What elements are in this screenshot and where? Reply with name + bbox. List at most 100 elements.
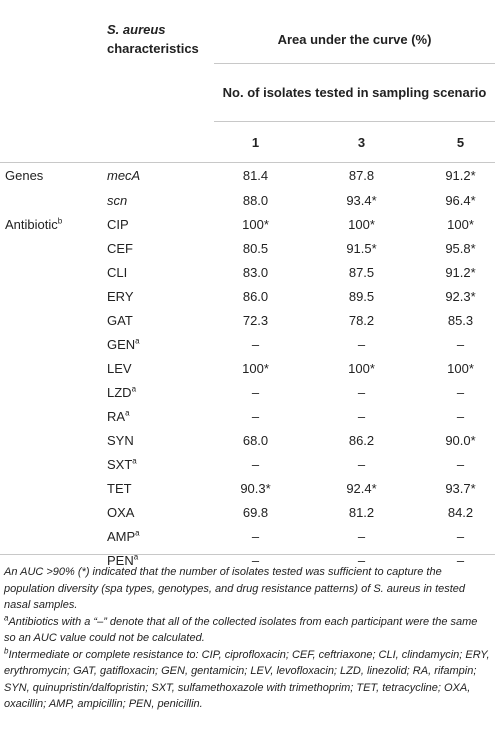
row-label: OXA xyxy=(107,500,214,524)
row-label: CIP xyxy=(107,212,214,236)
organism-name: S. aureus xyxy=(107,21,166,37)
value-scenario-3-text: – xyxy=(357,528,366,544)
value-scenario-3-text: – xyxy=(357,552,366,568)
row-group xyxy=(0,356,107,380)
footnote-main: An AUC >90% (*) indicated that the numbe… xyxy=(4,566,466,611)
value-scenario-5-text: – xyxy=(456,384,465,400)
value-scenario-3-text: 86.2 xyxy=(348,432,375,448)
value-scenario-3: – xyxy=(297,524,426,548)
value-scenario-1-text: 100* xyxy=(242,216,269,232)
value-scenario-3-text: 81.2 xyxy=(348,504,375,520)
row-label: CEF xyxy=(107,236,214,260)
row-group xyxy=(0,500,107,524)
value-scenario-1: – xyxy=(214,404,297,428)
value-scenario-1-text: 80.5 xyxy=(242,240,269,256)
value-scenario-3-text: 93.4* xyxy=(346,192,377,208)
row-label: ERY xyxy=(107,284,214,308)
value-scenario-5: 90.0* xyxy=(426,428,495,452)
row-label: LZDa xyxy=(107,380,214,404)
value-scenario-1: 86.0 xyxy=(214,284,297,308)
value-scenario-5-text: 93.7* xyxy=(445,480,476,496)
row-group xyxy=(0,308,107,332)
value-scenario-3: 89.5 xyxy=(297,284,426,308)
value-scenario-1: 90.3* xyxy=(214,476,297,500)
value-scenario-1-text: 81.4 xyxy=(242,168,269,183)
footnote-a-text: Antibiotics with a “–” denote that all o… xyxy=(4,615,478,645)
row-group xyxy=(0,404,107,428)
value-scenario-1-text: 88.0 xyxy=(242,192,269,208)
value-scenario-3: 91.5* xyxy=(297,236,426,260)
value-scenario-3: 100* xyxy=(297,212,426,236)
row-label: GENa xyxy=(107,332,214,356)
footnote-b: bIntermediate or complete resistance to:… xyxy=(4,646,490,713)
value-scenario-5: 91.2* xyxy=(426,162,495,188)
value-scenario-1-text: 68.0 xyxy=(242,432,269,448)
value-scenario-5-text: 100* xyxy=(447,360,474,376)
col-header-3: 3 xyxy=(297,121,426,163)
value-scenario-3: 81.2 xyxy=(297,500,426,524)
value-scenario-1-text: – xyxy=(251,336,260,352)
row-label: SYN xyxy=(107,428,214,452)
row-label: mecA xyxy=(107,162,214,188)
footnote-marker: b xyxy=(57,216,63,226)
table-row: GENa – – – xyxy=(0,332,495,356)
row-label-text: mecA xyxy=(107,168,141,183)
value-scenario-3: 87.8 xyxy=(297,162,426,188)
header-blank xyxy=(0,64,214,122)
value-scenario-5-text: – xyxy=(456,336,465,352)
value-scenario-1-text: – xyxy=(251,384,260,400)
table-row: LEV 100* 100* 100* xyxy=(0,356,495,380)
value-scenario-5-text: 85.3 xyxy=(447,312,474,328)
table-row: Antibioticb CIP 100* 100* 100* xyxy=(0,212,495,236)
row-label-text: AMP xyxy=(107,528,136,544)
row-group xyxy=(0,476,107,500)
value-scenario-5-text: 92.3* xyxy=(445,288,476,304)
table-row: CLI 83.0 87.5 91.2* xyxy=(0,260,495,284)
table-row: AMPa – – – xyxy=(0,524,495,548)
value-scenario-3-text: 89.5 xyxy=(348,288,375,304)
row-group xyxy=(0,428,107,452)
footnote-marker: a xyxy=(133,552,139,562)
value-scenario-3-text: 91.5* xyxy=(346,240,377,256)
characteristics-label: characteristics xyxy=(107,40,199,56)
value-scenario-5: 93.7* xyxy=(426,476,495,500)
row-group: Antibioticb xyxy=(0,212,107,236)
table-row: PENa – – – xyxy=(0,548,495,572)
row-label: AMPa xyxy=(107,524,214,548)
value-scenario-1: 68.0 xyxy=(214,428,297,452)
auc-table: S. aureus characteristics Area under the … xyxy=(0,0,495,572)
value-scenario-5-text: 100* xyxy=(447,216,474,232)
value-scenario-5: – xyxy=(426,452,495,476)
value-scenario-5: 91.2* xyxy=(426,260,495,284)
row-group xyxy=(0,188,107,212)
row-group xyxy=(0,236,107,260)
characteristics-header: S. aureus characteristics xyxy=(0,0,214,64)
value-scenario-1-text: – xyxy=(251,408,260,424)
table-row: OXA 69.8 81.2 84.2 xyxy=(0,500,495,524)
value-scenario-3-text: 87.8 xyxy=(348,168,375,183)
value-scenario-1: – xyxy=(214,380,297,404)
footnote-a: aAntibiotics with a “–” denote that all … xyxy=(4,613,490,647)
row-group xyxy=(0,260,107,284)
value-scenario-1-text: 72.3 xyxy=(242,312,269,328)
value-scenario-1: 72.3 xyxy=(214,308,297,332)
row-label-text: ERY xyxy=(107,288,134,304)
row-group xyxy=(0,524,107,548)
value-scenario-1-text: 90.3* xyxy=(240,480,271,496)
value-scenario-3: 86.2 xyxy=(297,428,426,452)
table-row: TET 90.3* 92.4* 93.7* xyxy=(0,476,495,500)
value-scenario-5-text: 84.2 xyxy=(447,504,474,520)
value-scenario-5: 92.3* xyxy=(426,284,495,308)
row-group xyxy=(0,332,107,356)
header-row-1: S. aureus characteristics Area under the … xyxy=(0,0,495,64)
isolates-header: No. of isolates tested in sampling scena… xyxy=(214,63,495,122)
table-row: scn 88.0 93.4* 96.4* xyxy=(0,188,495,212)
header-blank xyxy=(0,122,214,163)
area-under-curve-header: Area under the curve (%) xyxy=(277,31,432,47)
footnote-b-text: Intermediate or complete resistance to: … xyxy=(4,648,490,711)
row-group-text: Genes xyxy=(5,168,44,183)
value-scenario-1: 80.5 xyxy=(214,236,297,260)
value-scenario-5: 84.2 xyxy=(426,500,495,524)
value-scenario-5: – xyxy=(426,332,495,356)
